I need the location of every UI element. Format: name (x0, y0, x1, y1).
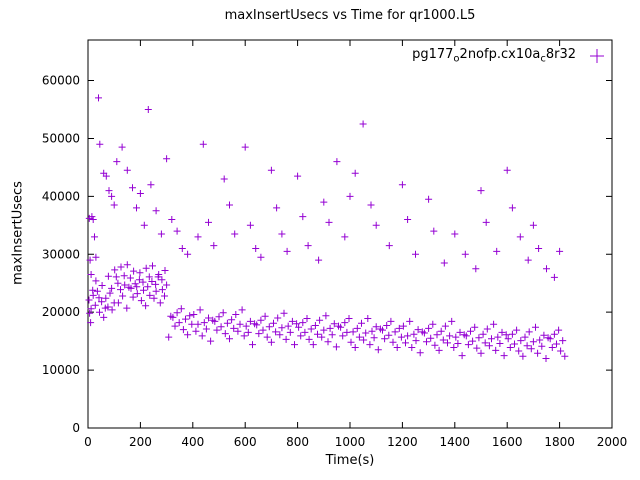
x-tick-label: 200 (129, 435, 152, 449)
plot-border (87, 39, 613, 429)
x-tick-label: 1600 (492, 435, 523, 449)
axis-ticks (87, 40, 613, 429)
x-tick-label: 1800 (544, 435, 575, 449)
y-tick-label: 50000 (42, 131, 80, 145)
y-tick-label: 60000 (42, 74, 80, 88)
x-tick-label: 1000 (335, 435, 366, 449)
legend-label-subscript: c (540, 53, 546, 65)
x-tick-label: 800 (286, 435, 309, 449)
y-tick-label: 10000 (42, 363, 80, 377)
legend-label-segment: 2nofp.cx10a (459, 47, 541, 62)
x-tick-label: 400 (181, 435, 204, 449)
x-tick-label: 2000 (597, 435, 628, 449)
y-tick-label: 40000 (42, 189, 80, 203)
y-tick-label: 30000 (42, 247, 80, 261)
y-tick-label: 0 (72, 421, 80, 435)
legend-label-segment: pg177 (412, 47, 454, 62)
legend-series-label: pg177o2nofp.cx10ac8r32 (412, 47, 576, 65)
x-tick-label: 1400 (440, 435, 471, 449)
legend-plus-marker-icon (590, 48, 604, 63)
legend: pg177o2nofp.cx10ac8r32 (88, 47, 606, 65)
chart-title: maxInsertUsecs vs Time for qr1000.L5 (224, 8, 476, 23)
scatter-points (85, 94, 569, 362)
x-tick-label: 1200 (387, 435, 418, 449)
x-tick-label: 0 (84, 435, 92, 449)
x-tick-label: 600 (234, 435, 257, 449)
y-axis-label: maxInsertUsecs (10, 181, 26, 285)
legend-label-subscript: o (453, 53, 460, 65)
legend-label-segment: 8r32 (545, 47, 576, 62)
y-tick-label: 20000 (42, 305, 80, 319)
x-axis-label: Time(s) (325, 453, 375, 468)
